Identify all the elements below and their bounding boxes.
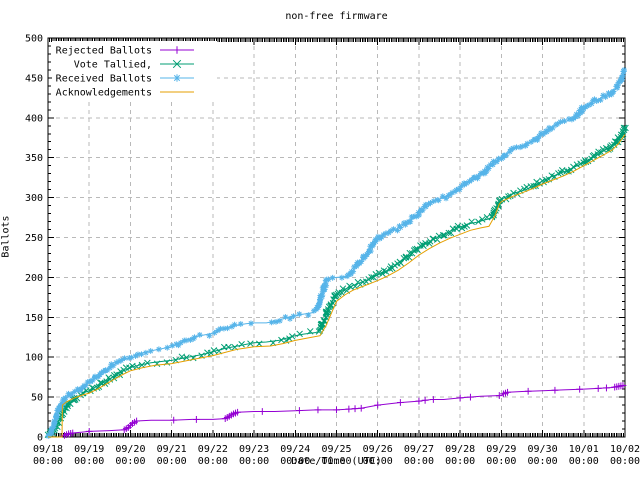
x-tick-date: 09/19 <box>74 444 104 455</box>
x-axis-label: Date/Time (UTC) <box>291 456 382 467</box>
legend-label: Acknowledgements <box>56 88 152 99</box>
x-tick-time: 00:00 <box>445 456 475 467</box>
y-tick-label: 350 <box>25 153 43 164</box>
x-tick-date: 09/27 <box>404 444 434 455</box>
x-tick-date: 09/26 <box>363 444 393 455</box>
x-tick-time: 00:00 <box>239 456 269 467</box>
chart-title: non-free firmware <box>285 11 388 22</box>
x-tick-date: 09/30 <box>528 444 558 455</box>
y-tick-label: 50 <box>31 393 43 404</box>
legend-marker-cross <box>172 59 182 69</box>
x-tick-date: 09/29 <box>486 444 516 455</box>
x-tick-date: 09/21 <box>157 444 187 455</box>
x-tick-time: 00:00 <box>486 456 516 467</box>
series-line-rejected-ballots <box>48 384 626 438</box>
y-tick-label: 100 <box>25 353 43 364</box>
x-tick-time: 00:00 <box>198 456 228 467</box>
x-tick-time: 00:00 <box>33 456 63 467</box>
x-tick-date: 09/24 <box>280 444 310 455</box>
series-markers-rejected-ballots <box>61 382 627 439</box>
legend-marker-star <box>173 74 181 82</box>
legend-label: Rejected Ballots <box>56 46 152 57</box>
series-markers-received-ballots <box>45 67 628 439</box>
legend-label: Received Ballots <box>56 74 152 85</box>
x-tick-time: 00:00 <box>528 456 558 467</box>
x-tick-date: 09/20 <box>115 444 145 455</box>
y-tick-label: 200 <box>25 273 43 284</box>
legend-label: Vote Tallied, <box>74 60 152 71</box>
legend-marker-plus <box>173 46 181 54</box>
y-tick-label: 300 <box>25 193 43 204</box>
x-tick-date: 09/18 <box>33 444 63 455</box>
y-tick-label: 450 <box>25 73 43 84</box>
x-tick-date: 09/25 <box>321 444 351 455</box>
x-tick-time: 00:00 <box>404 456 434 467</box>
x-tick-date: 09/23 <box>239 444 269 455</box>
legend-background <box>52 41 217 99</box>
series-line-acknowledgements <box>48 134 626 438</box>
x-tick-time: 00:00 <box>321 456 351 467</box>
x-tick-date: 09/22 <box>198 444 228 455</box>
series-line-received-ballots <box>47 69 626 438</box>
x-tick-date: 10/01 <box>569 444 599 455</box>
x-tick-time: 00:00 <box>363 456 393 467</box>
y-tick-label: 400 <box>25 113 43 124</box>
y-tick-label: 500 <box>25 34 43 45</box>
y-tick-label: 250 <box>25 233 43 244</box>
x-tick-time: 00:00 <box>610 456 640 467</box>
x-tick-time: 00:00 <box>280 456 310 467</box>
x-tick-date: 09/28 <box>445 444 475 455</box>
y-axis-label: Ballots <box>0 215 12 258</box>
x-tick-time: 00:00 <box>74 456 104 467</box>
x-tick-time: 00:00 <box>157 456 187 467</box>
x-tick-time: 00:00 <box>569 456 599 467</box>
y-tick-label: 150 <box>25 313 43 324</box>
y-tick-label: 0 <box>37 433 43 444</box>
x-tick-time: 00:00 <box>115 456 145 467</box>
x-tick-date: 10/02 <box>610 444 640 455</box>
